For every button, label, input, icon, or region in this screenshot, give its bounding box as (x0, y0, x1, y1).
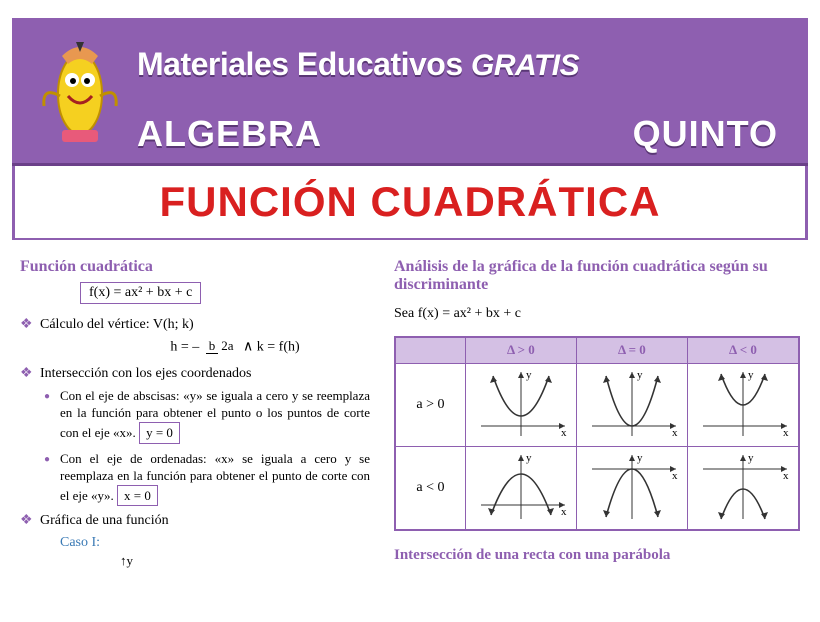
brand-title: Materiales Educativos GRATIS (137, 46, 579, 83)
title-banner: FUNCIÓN CUADRÁTICA (12, 166, 808, 240)
grade-label: QUINTO (633, 113, 778, 155)
abscisas-item: Con el eje de abscisas: «y» se iguala a … (60, 387, 370, 444)
right-intro: Sea f(x) = ax² + bx + c (394, 306, 800, 322)
graph-aneg-dneg: xy (695, 449, 791, 523)
case-1-label: Caso I: (60, 534, 370, 552)
right-heading: Análisis de la gráfica de la función cua… (394, 258, 800, 294)
graph-apos-dpos: xy (473, 366, 569, 440)
main-formula: f(x) = ax² + bx + c (80, 282, 201, 304)
svg-text:x: x (672, 470, 678, 482)
left-heading: Función cuadrática (20, 258, 370, 276)
svg-text:x: x (672, 427, 678, 439)
ordenadas-item: Con el eje de ordenadas: «x» se iguala a… (60, 450, 370, 507)
graph-apos-dneg: xy (695, 366, 791, 440)
graph-aneg-dpos: xy (473, 449, 569, 523)
vertex-item: Cálculo del vértice: V(h; k) h = – b2a ∧… (40, 316, 370, 357)
svg-text:y: y (637, 452, 643, 464)
svg-text:y: y (637, 369, 643, 381)
svg-text:x: x (561, 506, 567, 518)
right-column: Análisis de la gráfica de la función cua… (394, 258, 800, 575)
left-column: Función cuadrática f(x) = ax² + bx + c C… (20, 258, 370, 575)
row-label-1: a < 0 (395, 446, 465, 530)
subtitle-intersection: Intersección de una recta con una parábo… (394, 547, 800, 564)
pencil-mascot-icon (32, 36, 128, 146)
svg-text:x: x (783, 470, 789, 482)
svg-text:x: x (783, 427, 789, 439)
row-label-0: a > 0 (395, 363, 465, 446)
discriminant-table: Δ > 0 Δ = 0 Δ < 0 a > 0 xy xy xy a < 0 x… (394, 336, 800, 531)
col-header-2: Δ < 0 (687, 337, 799, 363)
svg-text:y: y (526, 369, 532, 381)
col-header-0: Δ > 0 (465, 337, 576, 363)
svg-text:y: y (748, 369, 754, 381)
graph-apos-dzero: xy (584, 366, 680, 440)
graph-aneg-dzero: xy (584, 449, 680, 523)
svg-text:y: y (526, 452, 532, 464)
case-1-y-axis: ↑y (120, 553, 370, 570)
page-title: FUNCIÓN CUADRÁTICA (15, 178, 805, 226)
x-zero-box: x = 0 (117, 485, 158, 507)
graph-item: Gráfica de una función Caso I: ↑y (40, 512, 370, 569)
subject-label: ALGEBRA (137, 113, 322, 155)
svg-text:x: x (561, 427, 567, 439)
content-area: Función cuadrática f(x) = ax² + bx + c C… (0, 240, 820, 593)
svg-text:y: y (748, 452, 754, 464)
intersection-item: Intersección con los ejes coordenados Co… (40, 365, 370, 506)
y-zero-box: y = 0 (139, 422, 180, 444)
vertex-formula: h = – b2a ∧ k = f(h) (100, 338, 370, 357)
header-banner: Materiales Educativos GRATIS ALGEBRA QUI… (12, 18, 808, 166)
col-header-1: Δ = 0 (576, 337, 687, 363)
brand-gratis: GRATIS (471, 49, 579, 82)
brand-main: Materiales Educativos (137, 46, 463, 82)
